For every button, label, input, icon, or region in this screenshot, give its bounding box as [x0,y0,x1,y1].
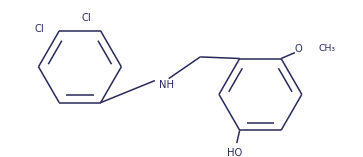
Text: Cl: Cl [81,13,91,23]
Text: HO: HO [227,148,242,157]
Text: CH₃: CH₃ [319,44,335,53]
Text: Cl: Cl [34,24,44,34]
Text: NH: NH [159,80,174,89]
Text: O: O [295,44,303,54]
